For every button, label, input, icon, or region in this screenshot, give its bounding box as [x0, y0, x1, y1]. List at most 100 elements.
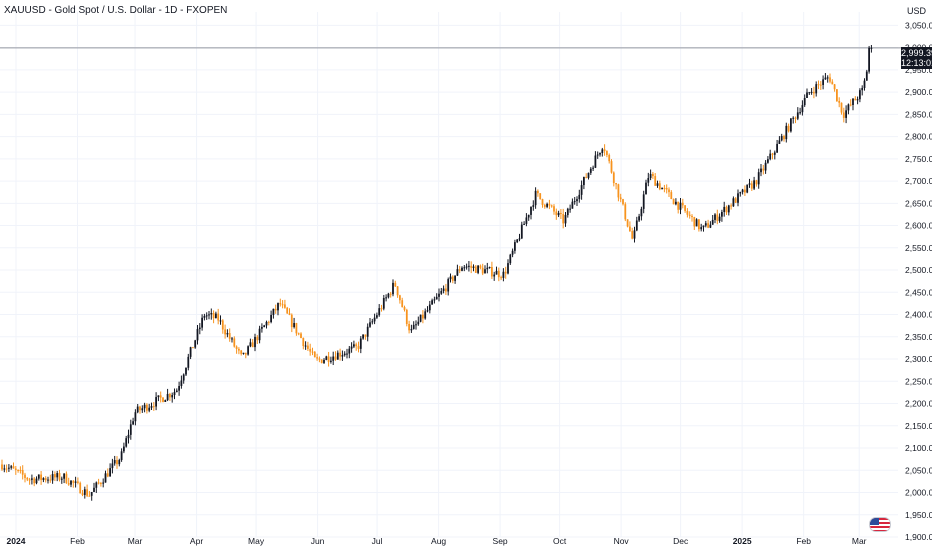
candle-body: [139, 406, 141, 411]
candle-body: [587, 172, 590, 178]
candle-body: [215, 313, 217, 319]
candle: [610, 159, 613, 174]
candle: [54, 471, 56, 482]
candle: [35, 476, 38, 485]
candle: [803, 94, 806, 107]
candle-body: [47, 479, 49, 481]
candle: [394, 280, 397, 287]
candle: [401, 297, 404, 308]
candle: [776, 139, 778, 154]
candle: [198, 323, 201, 335]
candle: [366, 323, 369, 342]
candle-body: [166, 393, 169, 401]
candle: [612, 171, 615, 187]
candle-body: [693, 217, 696, 227]
candle: [26, 477, 29, 482]
candle-body: [355, 344, 358, 347]
candle-body: [815, 84, 818, 94]
candle: [635, 216, 638, 232]
candle-body: [700, 227, 703, 230]
candle: [242, 352, 245, 355]
candle: [118, 458, 121, 467]
candle-body: [217, 313, 220, 321]
candle: [143, 402, 146, 413]
candle-body: [102, 482, 105, 484]
candle-body: [518, 238, 521, 240]
candle: [564, 212, 567, 227]
candle-body: [334, 356, 337, 360]
candle: [868, 45, 870, 74]
candle-body: [37, 474, 40, 479]
candle: [849, 99, 852, 107]
candle-body: [465, 266, 468, 268]
candle-body: [318, 358, 321, 360]
candle-body: [847, 104, 850, 111]
x-tick-label: Sep: [493, 536, 508, 546]
candle-body: [838, 101, 841, 103]
candle: [842, 107, 845, 123]
candle-body: [224, 329, 226, 335]
candle-body: [589, 168, 592, 173]
candle-body: [270, 314, 272, 323]
x-tick-label: Mar: [852, 536, 867, 546]
candle-body: [51, 474, 54, 481]
candle: [633, 226, 636, 243]
candle: [665, 184, 668, 194]
candle: [251, 339, 254, 348]
candle: [488, 266, 491, 269]
candle: [261, 323, 263, 333]
candle: [474, 265, 477, 274]
candle-body: [300, 333, 302, 339]
candle: [231, 337, 233, 343]
candle-body: [562, 214, 565, 224]
last-price-label: 2,999.39: [901, 48, 932, 58]
candle: [750, 180, 753, 192]
candle: [771, 152, 774, 160]
candle-body: [755, 180, 758, 185]
candle: [8, 464, 10, 472]
candle-body: [182, 374, 185, 381]
candle: [562, 208, 565, 229]
candle-body: [612, 172, 615, 184]
candle: [658, 180, 661, 191]
candle: [318, 356, 321, 363]
candle-body: [378, 308, 381, 316]
candle-body: [557, 212, 560, 216]
candle: [311, 347, 314, 356]
candle: [171, 392, 174, 403]
candle-body: [309, 348, 312, 352]
candle: [353, 340, 355, 349]
candle: [550, 204, 553, 208]
candle-body: [424, 311, 427, 319]
candle: [840, 102, 843, 115]
candle-body: [578, 194, 581, 200]
candle: [72, 480, 75, 488]
candle: [106, 468, 109, 478]
candle-body: [284, 304, 286, 308]
candle: [569, 204, 571, 213]
candle-body: [433, 299, 436, 301]
candle-body: [831, 81, 834, 85]
candle: [431, 298, 433, 305]
candle-body: [307, 345, 309, 349]
candle: [442, 285, 445, 294]
candle: [272, 308, 275, 319]
candle: [629, 221, 631, 232]
candle-body: [511, 250, 514, 255]
us-flag-icon[interactable]: [869, 517, 891, 532]
candle: [599, 152, 601, 157]
candle: [419, 314, 422, 323]
candle-body: [412, 324, 415, 329]
candle-body: [550, 205, 553, 207]
candle: [244, 352, 247, 359]
candle: [790, 117, 792, 133]
candle-body: [640, 208, 643, 217]
candle: [760, 164, 762, 177]
candle-body: [619, 197, 622, 200]
candle-body: [311, 351, 314, 353]
candle: [290, 313, 293, 333]
currency-label[interactable]: USD: [907, 6, 927, 16]
candle-body: [762, 168, 765, 171]
candle: [440, 287, 443, 295]
